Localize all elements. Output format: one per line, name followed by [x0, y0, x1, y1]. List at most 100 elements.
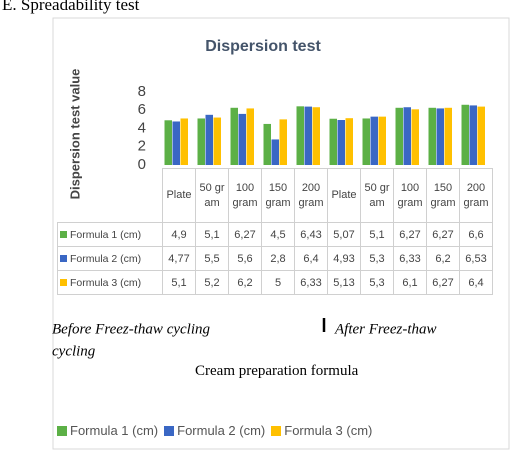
x-axis-label-box: Cream preparation formula: [195, 363, 359, 379]
value-label: 6,4: [459, 270, 493, 295]
x-tick-label: 150 gram: [261, 168, 295, 223]
bar: [395, 107, 403, 165]
table-corner: [57, 168, 163, 223]
chart-border: [52, 17, 510, 450]
annotation: Before Freez-thaw cycling: [52, 321, 210, 337]
annotation: After Freez-thaw: [334, 321, 437, 337]
bar: [345, 118, 353, 165]
x-tick-label: 100 gram: [393, 168, 427, 223]
value-label: 6,27: [426, 222, 460, 247]
value-label: 5: [261, 270, 295, 295]
legend-item: Formula 2 (cm): [164, 423, 265, 438]
value-label: 5,5: [195, 246, 229, 271]
table-row: Formula 2 (cm) 4,77 5,5 5,6 2,8 6,4 4,93 5,3 6,3…: [57, 246, 493, 271]
value-label: 5,1: [195, 222, 229, 247]
bar: [370, 116, 378, 165]
legend-label: Formula 3 (cm): [284, 423, 373, 438]
x-tick-label: 50 gram: [360, 168, 394, 223]
table-key: Formula 1 (cm): [57, 222, 163, 247]
legend-swatch: [60, 254, 67, 262]
value-label: 6,27: [228, 222, 262, 247]
table-row: Formula 3 (cm) 5,1 5,2 6,2 5 6,33 5,13 5,3 6,1 6,…: [57, 270, 493, 295]
bar: [180, 118, 188, 165]
bar: [271, 139, 279, 165]
value-label: 4,5: [261, 222, 295, 247]
series-name: Formula 3 (cm): [70, 276, 142, 289]
bar: [337, 120, 345, 165]
legend-label: Formula 2 (cm): [177, 423, 266, 438]
value-label: 6,2: [426, 246, 460, 271]
legend-swatch: [60, 230, 67, 238]
x-tick-label: 200 gram: [294, 168, 328, 223]
bar: [279, 119, 287, 165]
value-label: 6,33: [294, 270, 328, 295]
value-label: 6,43: [294, 222, 328, 247]
value-label: 6,27: [393, 222, 427, 247]
value-label: 6,27: [426, 270, 460, 295]
value-label: 4,9: [162, 222, 196, 247]
bar: [263, 123, 271, 165]
bar: [304, 106, 312, 165]
value-label: 4,93: [327, 246, 361, 271]
value-label: 6,6: [459, 222, 493, 247]
value-label: 6,53: [459, 246, 493, 271]
value-label: 6,4: [294, 246, 328, 271]
bar: [378, 116, 386, 165]
legend-swatch: [271, 426, 282, 436]
value-label: 6,2: [228, 270, 262, 295]
series-name: Formula 2 (cm): [70, 252, 142, 265]
legend-swatch: [164, 426, 175, 436]
table-key: Formula 2 (cm): [57, 246, 163, 271]
y-tick-label: 0: [138, 156, 146, 173]
bar: [428, 107, 436, 165]
bar: [172, 121, 180, 165]
bar: [403, 107, 411, 165]
legend-item: Formula 3 (cm): [271, 423, 372, 438]
value-label: 5,13: [327, 270, 361, 295]
x-tick-label: 200 gram: [459, 168, 493, 223]
bar: [411, 109, 419, 165]
x-axis-label: Cream preparation formula: [195, 363, 359, 379]
legend-label: Formula 1 (cm): [70, 423, 159, 438]
bar: [238, 113, 246, 165]
heading: E. Spreadability test: [2, 0, 140, 14]
legend-swatch: [60, 278, 67, 286]
bar: [296, 106, 304, 165]
data-table: Plate 50 gram 100 gram 150 gram 200 gram Plat…: [57, 168, 493, 295]
legend-item: Formula 1 (cm): [57, 423, 158, 438]
x-tick-label: Plate: [162, 168, 196, 223]
x-tick-label: 100 gram: [228, 168, 262, 223]
value-label: 2,8: [261, 246, 295, 271]
y-tick-label: 4: [138, 119, 146, 136]
value-label: 5,2: [195, 270, 229, 295]
bar: [477, 106, 485, 165]
table-key: Formula 3 (cm): [57, 270, 163, 295]
bar: [197, 118, 205, 165]
bar: [205, 114, 213, 165]
value-label: 6,33: [393, 246, 427, 271]
bar: [362, 118, 370, 165]
bar: [246, 108, 254, 165]
value-label: 4,77: [162, 246, 196, 271]
y-tick-label: 2: [138, 138, 146, 155]
value-label: 6,1: [393, 270, 427, 295]
value-label: 5,3: [360, 246, 394, 271]
y-tick-label: 8: [138, 83, 146, 100]
bar: [312, 107, 320, 165]
bar: [213, 117, 221, 165]
bar: [469, 105, 477, 165]
bar: [444, 107, 452, 165]
legend: Formula 1 (cm) Formula 2 (cm) Formula 3 (c…: [57, 423, 378, 438]
x-tick-label: 50 gram: [195, 168, 229, 223]
legend-swatch: [57, 426, 67, 436]
y-tick-label: 6: [138, 101, 146, 118]
bar: [230, 107, 238, 165]
bar: [164, 120, 172, 165]
chart-title: Dispersion test: [205, 38, 321, 55]
x-tick-label: Plate: [327, 168, 361, 223]
value-label: 5,1: [360, 222, 394, 247]
series-name: Formula 1 (cm): [70, 228, 142, 241]
value-label: 5,3: [360, 270, 394, 295]
